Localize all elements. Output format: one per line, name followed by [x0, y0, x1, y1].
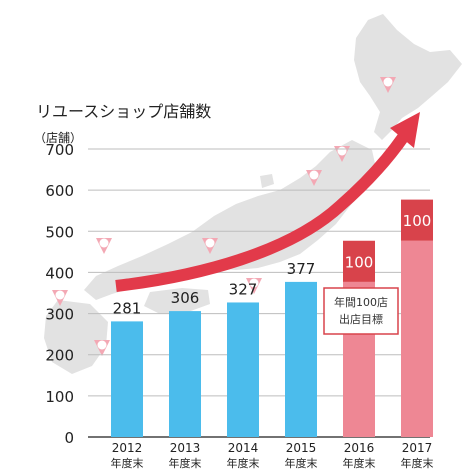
- map-hokkaido-shape: [354, 14, 462, 140]
- map-honshu-shape: [84, 140, 376, 300]
- x-tick-label: 2015: [286, 441, 317, 455]
- map-sado-shape: [260, 174, 274, 188]
- y-tick-label: 500: [45, 223, 74, 241]
- bar: [169, 311, 201, 437]
- data-label: 281: [113, 299, 142, 317]
- x-tick-sublabel: 年度末: [111, 456, 144, 470]
- x-tick-sublabel: 年度末: [343, 456, 376, 470]
- map-badge-icon: [306, 170, 322, 186]
- map-badge-icon: [52, 290, 68, 306]
- bar: [401, 240, 433, 437]
- bar-target-increment: [401, 199, 433, 241]
- map-badge-mark: [97, 340, 107, 350]
- map-badge-icon: [380, 77, 396, 93]
- x-tick-label: 2013: [170, 441, 201, 455]
- y-tick-label: 300: [45, 306, 74, 324]
- y-tick-label: 600: [45, 182, 74, 200]
- map-badge-icon: [96, 238, 112, 254]
- x-tick-sublabel: 年度末: [401, 456, 434, 470]
- map-badge-mark: [337, 146, 347, 156]
- y-axis-ticks: 0 100 200 300 400 500 600 700: [45, 141, 74, 447]
- data-labels: 281 306 327 377 100 100: [113, 212, 432, 317]
- y-tick-label: 0: [64, 429, 74, 447]
- y-tick-label: 400: [45, 264, 74, 282]
- data-label: 100: [345, 253, 374, 271]
- japan-map-background: [44, 14, 462, 374]
- x-tick-sublabel: 年度末: [285, 456, 318, 470]
- chart-title: リユースショップ店舗数: [36, 102, 211, 121]
- bar-target-increment: [343, 240, 375, 282]
- x-tick-label: 2014: [228, 441, 259, 455]
- bar: [111, 321, 143, 437]
- annotation-line-2: 出店目標: [339, 312, 383, 326]
- data-label: 327: [229, 280, 258, 298]
- annotation-box: 年間100店 出店目標: [323, 287, 399, 335]
- map-shikoku-shape: [144, 288, 210, 314]
- bar: [285, 281, 317, 437]
- annotation-line-1: 年間100店: [334, 295, 388, 309]
- map-badge-mark: [309, 170, 319, 180]
- data-label: 306: [171, 289, 200, 307]
- y-tick-label: 200: [45, 347, 74, 365]
- map-badge-icon: [94, 340, 110, 356]
- data-label: 100: [403, 212, 432, 230]
- data-label: 377: [287, 260, 316, 278]
- x-axis-ticks: 2012年度末2013年度末2014年度末2015年度末2016年度末2017年…: [111, 441, 434, 470]
- map-badge-mark: [383, 77, 393, 87]
- x-tick-sublabel: 年度末: [227, 456, 260, 470]
- x-tick-sublabel: 年度末: [169, 456, 202, 470]
- map-badge-icon: [202, 238, 218, 254]
- map-badge-mark: [205, 238, 215, 248]
- map-badge-mark: [249, 278, 259, 288]
- y-axis-label: （店舗）: [34, 131, 82, 145]
- map-badge-mark: [99, 238, 109, 248]
- x-tick-label: 2016: [344, 441, 375, 455]
- growth-arrow-shaft: [115, 132, 409, 292]
- x-tick-label: 2012: [112, 441, 143, 455]
- bar: [227, 302, 259, 437]
- map-badge-mark: [55, 290, 65, 300]
- growth-arrow-head: [390, 112, 420, 148]
- map-badge-icon: [246, 278, 262, 294]
- y-tick-label: 100: [45, 388, 74, 406]
- map-kyushu-shape: [44, 300, 108, 374]
- y-tick-label: 700: [45, 141, 74, 159]
- x-tick-label: 2017: [402, 441, 433, 455]
